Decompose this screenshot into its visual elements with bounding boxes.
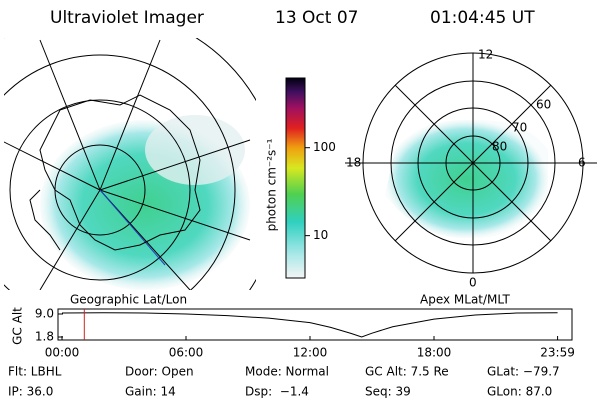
title: Ultraviolet Imager bbox=[50, 8, 204, 28]
x-tick-label: 23:59 bbox=[540, 346, 575, 360]
x-tick-label: 06:00 bbox=[169, 346, 204, 360]
colorbar-label: photon cm⁻²s⁻¹ bbox=[265, 138, 279, 231]
mlt-label: 12 bbox=[478, 48, 493, 62]
magnetic-image bbox=[345, 52, 597, 274]
right-panel-label: Apex MLat/MLT bbox=[420, 293, 510, 307]
y-tick-label: 1.8 bbox=[35, 329, 54, 343]
status-field: Flt: LBHL bbox=[8, 365, 62, 379]
status-field: GLat: −79.7 bbox=[487, 365, 560, 379]
status-field: GC Alt: 7.5 Re bbox=[365, 365, 449, 379]
altitude-curve bbox=[61, 312, 558, 338]
x-tick-label: 00:00 bbox=[45, 346, 80, 360]
lat-label: 60 bbox=[536, 98, 551, 112]
colorbar-tick-label: 10 bbox=[313, 228, 328, 242]
mlt-label: 18 bbox=[346, 156, 361, 170]
geographic-image bbox=[4, 38, 256, 290]
status-field: Gain: 14 bbox=[125, 385, 176, 399]
status-field: GLon: 87.0 bbox=[487, 385, 552, 399]
date: 13 Oct 07 bbox=[275, 8, 358, 28]
colorbar-tick-label: 100 bbox=[313, 140, 336, 154]
status-field: IP: 36.0 bbox=[8, 385, 53, 399]
mlt-label: 0 bbox=[469, 276, 477, 290]
x-tick-label: 12:00 bbox=[293, 346, 328, 360]
timeline-ylabel: GC Alt bbox=[11, 307, 25, 345]
timeline-frame bbox=[57, 308, 573, 341]
status-field: Dsp: −1.4 bbox=[245, 385, 309, 399]
colorbar bbox=[285, 77, 306, 279]
x-tick-label: 18:00 bbox=[417, 346, 452, 360]
y-tick-label: 9.0 bbox=[35, 307, 54, 321]
mlt-label: 6 bbox=[578, 156, 586, 170]
left-panel-label: Geographic Lat/Lon bbox=[70, 293, 187, 307]
status-field: Door: Open bbox=[125, 365, 194, 379]
lat-label: 80 bbox=[492, 140, 507, 154]
status-field: Mode: Normal bbox=[245, 365, 329, 379]
status-field: Seq: 39 bbox=[365, 385, 411, 399]
lat-label: 70 bbox=[512, 121, 527, 135]
time: 01:04:45 UT bbox=[430, 8, 535, 28]
